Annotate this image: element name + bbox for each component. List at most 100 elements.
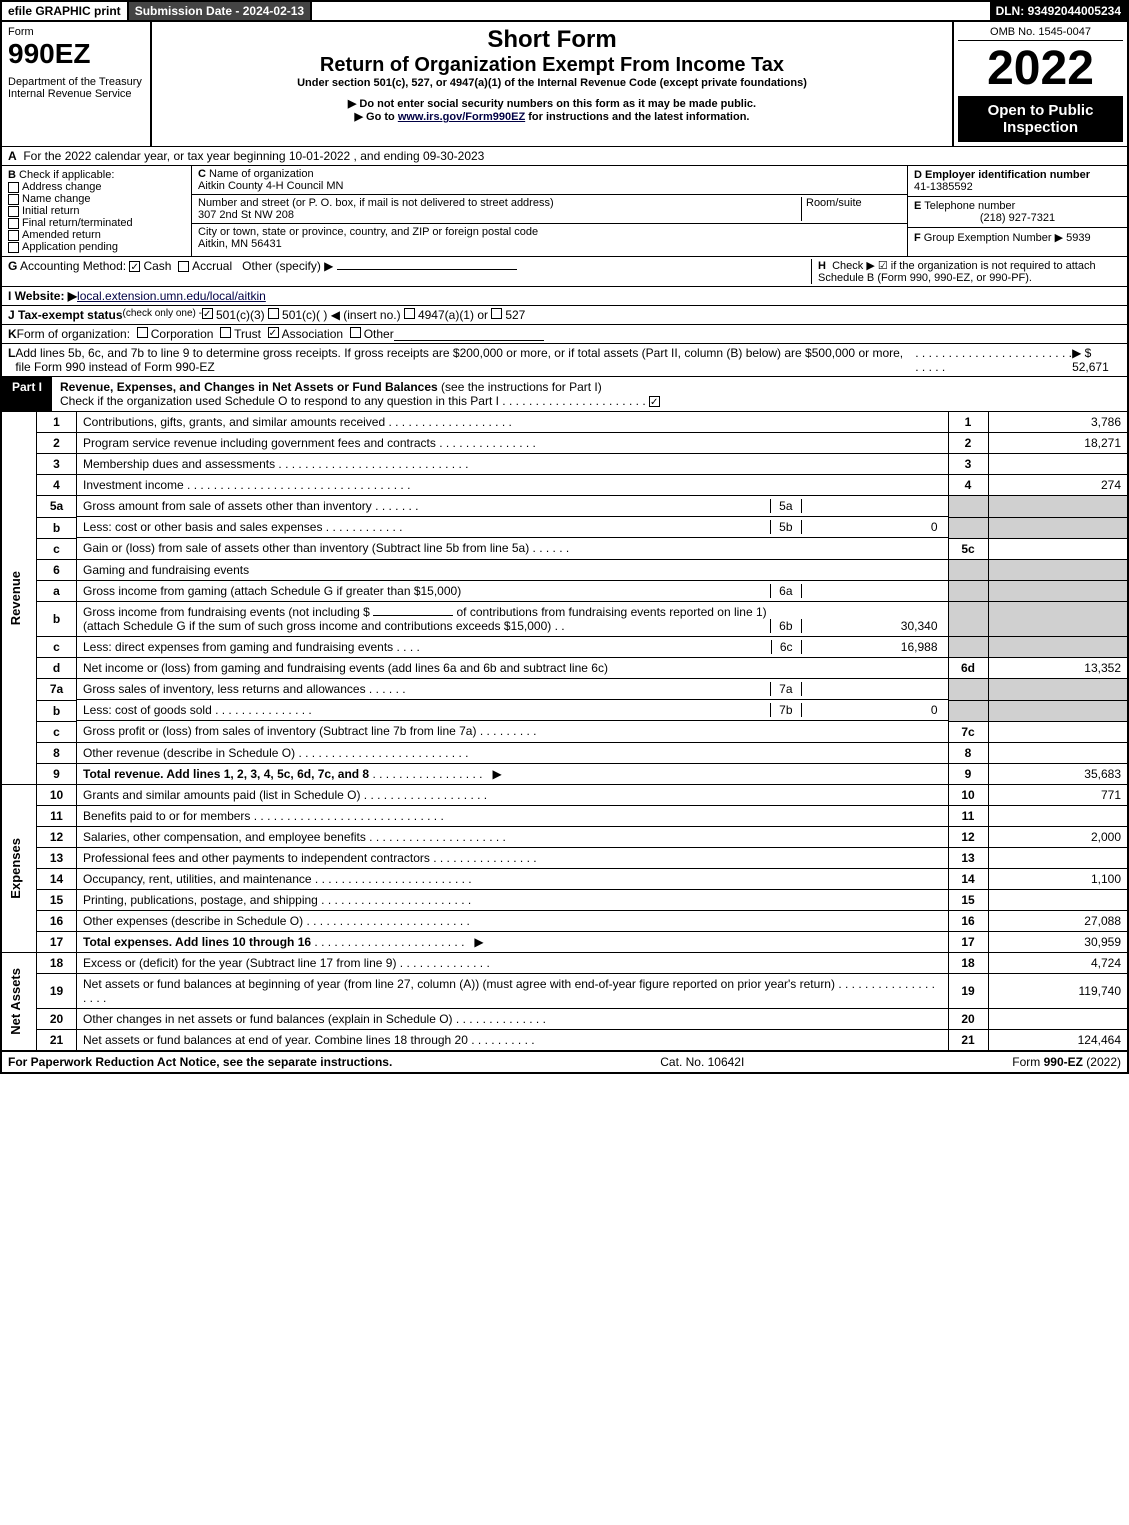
org-city: Aitkin, MN 56431	[198, 238, 282, 250]
checkbox-schedule-o[interactable]	[649, 396, 660, 407]
part1-header: Part I Revenue, Expenses, and Changes in…	[0, 377, 1129, 412]
c-name-label: Name of organization	[209, 168, 314, 180]
l6b-pre: Gross income from fundraising events (no…	[83, 605, 373, 619]
c-street-label: Number and street (or P. O. box, if mail…	[198, 197, 554, 209]
l16-text: Other expenses (describe in Schedule O)	[83, 914, 303, 928]
opt-amended-return: Amended return	[22, 229, 101, 241]
irs-link[interactable]: www.irs.gov/Form990EZ	[398, 111, 525, 123]
line-k: K Form of organization: Corporation Trus…	[0, 325, 1129, 344]
checkbox-cash[interactable]	[129, 261, 140, 272]
dln: DLN: 93492044005234	[990, 2, 1127, 20]
l20-val	[988, 1008, 1128, 1029]
j-501c3: 501(c)(3)	[216, 308, 265, 322]
l5b-text: Less: cost or other basis and sales expe…	[83, 520, 322, 534]
l13-num: 13	[948, 847, 988, 868]
checkbox-501c[interactable]	[268, 308, 279, 319]
l17-num: 17	[948, 931, 988, 952]
l10-val: 771	[988, 784, 1128, 805]
form-id-block: Form 990EZ Department of the Treasury In…	[2, 22, 152, 146]
year-block: OMB No. 1545-0047 2022 Open to Public In…	[952, 22, 1127, 146]
l5a-num: 5a	[770, 499, 801, 513]
checkbox-initial-return[interactable]	[8, 206, 19, 217]
j-4947a1: 4947(a)(1) or	[418, 308, 488, 322]
checkbox-accrual[interactable]	[178, 261, 189, 272]
l5c-text: Gain or (loss) from sale of assets other…	[83, 541, 529, 555]
j-label: Tax-exempt status	[18, 308, 122, 322]
net-assets-label: Net Assets	[8, 968, 30, 1035]
checkbox-other-org[interactable]	[350, 327, 361, 338]
footer-left: For Paperwork Reduction Act Notice, see …	[8, 1055, 392, 1069]
website-link[interactable]: local.extension.umn.edu/local/aitkin	[77, 289, 266, 303]
l9-val: 35,683	[988, 763, 1128, 784]
l15-val	[988, 889, 1128, 910]
checkbox-application-pending[interactable]	[8, 242, 19, 253]
j-527: 527	[505, 308, 525, 322]
l14-val: 1,100	[988, 868, 1128, 889]
goto-pre: ▶ Go to	[355, 111, 398, 123]
l7b-text: Less: cost of goods sold	[83, 703, 212, 717]
l14-text: Occupancy, rent, utilities, and maintena…	[83, 872, 312, 886]
checkbox-527[interactable]	[491, 308, 502, 319]
l-text: Add lines 5b, 6c, and 7b to line 9 to de…	[15, 346, 915, 374]
l15-text: Printing, publications, postage, and shi…	[83, 893, 318, 907]
line-g-h: G Accounting Method: Cash Accrual Other …	[0, 257, 1129, 287]
checkbox-4947a1[interactable]	[404, 308, 415, 319]
l20-num: 20	[948, 1008, 988, 1029]
efile-print-button[interactable]: efile GRAPHIC print	[2, 2, 129, 20]
checkbox-501c3[interactable]	[202, 308, 213, 319]
l6d-text: Net income or (loss) from gaming and fun…	[77, 658, 949, 679]
l17-val: 30,959	[988, 931, 1128, 952]
checkbox-association[interactable]	[268, 327, 279, 338]
org-street: 307 2nd St NW 208	[198, 209, 294, 221]
g-other: Other (specify) ▶	[242, 259, 333, 273]
g-accrual: Accrual	[192, 259, 232, 273]
checkbox-trust[interactable]	[220, 327, 231, 338]
k-label: Form of organization:	[17, 327, 130, 341]
l1-val: 3,786	[988, 412, 1128, 433]
form-990ez-page: efile GRAPHIC print Submission Date - 20…	[0, 0, 1129, 1074]
dln-value: 93492044005234	[1028, 4, 1121, 18]
line-l: L Add lines 5b, 6c, and 7b to line 9 to …	[0, 344, 1129, 377]
l6c-num: 6c	[771, 640, 802, 654]
l6-text: Gaming and fundraising events	[77, 559, 949, 580]
part1-table: Revenue 1Contributions, gifts, grants, a…	[0, 412, 1129, 1051]
l5c-val	[988, 538, 1128, 559]
l6b-num: 6b	[770, 619, 801, 633]
submission-date-value: 2024-02-13	[243, 4, 304, 18]
i-label: Website: ▶	[15, 289, 77, 303]
opt-name-change: Name change	[22, 193, 91, 205]
checkbox-corporation[interactable]	[137, 327, 148, 338]
l8-text: Other revenue (describe in Schedule O)	[83, 746, 295, 760]
checkbox-address-change[interactable]	[8, 182, 19, 193]
subtitle: Under section 501(c), 527, or 4947(a)(1)…	[156, 77, 948, 89]
opt-initial-return: Initial return	[22, 205, 79, 217]
form-word: Form	[8, 26, 144, 38]
l5a-text: Gross amount from sale of assets other t…	[83, 499, 372, 513]
l6d-num: 6d	[948, 658, 988, 679]
l3-text: Membership dues and assessments	[83, 457, 275, 471]
l21-text: Net assets or fund balances at end of ye…	[83, 1033, 468, 1047]
section-b: B Check if applicable: Address change Na…	[2, 166, 192, 256]
g-other-input[interactable]	[337, 269, 517, 270]
opt-address-change: Address change	[22, 181, 102, 193]
ein-value: 41-1385592	[914, 181, 973, 193]
l2-num: 2	[948, 433, 988, 454]
checkbox-final-return[interactable]	[8, 218, 19, 229]
l12-text: Salaries, other compensation, and employ…	[83, 830, 366, 844]
l3-num: 3	[948, 454, 988, 475]
l6c-text: Less: direct expenses from gaming and fu…	[83, 640, 393, 654]
k-other-input[interactable]	[394, 327, 544, 341]
form-number: 990EZ	[8, 38, 144, 70]
l6a-text: Gross income from gaming (attach Schedul…	[83, 584, 461, 598]
group-exemption-value: ▶ 5939	[1055, 232, 1091, 244]
line-i: I Website: ▶ local.extension.umn.edu/loc…	[0, 287, 1129, 306]
checkbox-name-change[interactable]	[8, 194, 19, 205]
phone-value: (218) 927-7321	[914, 212, 1121, 224]
room-suite-label: Room/suite	[801, 197, 901, 221]
checkbox-amended-return[interactable]	[8, 230, 19, 241]
l1-text: Contributions, gifts, grants, and simila…	[83, 415, 385, 429]
l6b-blank[interactable]	[373, 615, 453, 616]
l2-val: 18,271	[988, 433, 1128, 454]
omb-number: OMB No. 1545-0047	[958, 26, 1123, 41]
l6a-val	[802, 584, 942, 598]
